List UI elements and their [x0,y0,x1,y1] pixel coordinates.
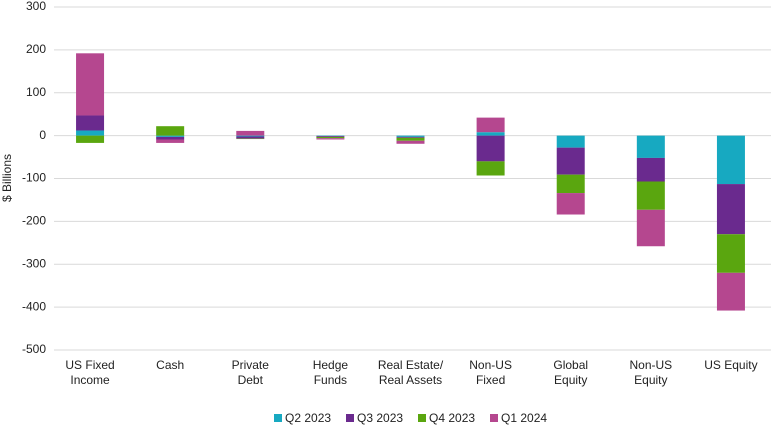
x-tick-label: Equity [554,373,587,387]
y-tick-label: -500 [22,342,46,356]
x-tick-label: US Fixed [65,358,114,372]
legend-swatch [418,414,426,422]
x-tick-label: Non-US [469,358,512,372]
x-tick-label: Non-US [629,358,672,372]
bar-segment [556,174,585,194]
y-tick-label: 300 [26,0,46,13]
y-tick-label: 200 [26,42,46,56]
bar-segment [396,135,425,137]
x-tick-label: Cash [156,358,184,372]
x-tick-label: Fixed [476,373,505,387]
x-tick-label: Private [232,358,270,372]
bar-segment [396,136,425,138]
bar-segment [316,138,345,140]
x-tick-label: US Equity [704,358,757,372]
x-tick-label: Funds [314,373,347,387]
y-tick-label: -400 [22,299,46,313]
bar-segment [556,135,585,148]
y-tick-label: -200 [22,214,46,228]
x-tick-label: Debt [238,373,264,387]
bar-segment [316,136,345,137]
bar-segment [556,193,585,215]
x-tick-label: Equity [634,373,667,387]
x-tick-label: Real Estate/ [378,358,444,372]
y-axis-label: $ Billions [0,154,14,202]
y-tick-label: -300 [22,256,46,270]
bar-segment [476,135,505,162]
y-tick-label: 0 [39,128,46,142]
bar-segment [716,135,745,185]
bar-segment [76,135,105,143]
bar-segment [156,136,185,140]
bar-segment [236,135,265,137]
bar-segment [716,184,745,235]
bar-segment [156,126,185,136]
x-tick-label: Real Assets [379,373,442,387]
x-tick-label: Income [70,373,110,387]
bar-segment [396,140,425,144]
legend-label: Q1 2024 [501,411,547,425]
legend-swatch [274,414,282,422]
bar-segment [76,53,105,116]
bar-segment [156,135,185,137]
bar-segment [76,130,105,136]
legend-label: Q3 2023 [357,411,403,425]
bar-segment [716,272,745,311]
bar-segment [396,137,425,141]
bar-segment [476,132,505,136]
bar-segment [476,161,505,176]
bar-segment [636,157,665,182]
bar-segment [236,130,265,136]
legend-label: Q4 2023 [429,411,475,425]
legend-label: Q2 2023 [285,411,331,425]
legend-swatch [490,414,498,422]
bar-segment [636,181,665,210]
x-tick-label: Hedge [313,358,349,372]
legend-swatch [346,414,354,422]
bar-segment [236,136,265,139]
bar-segment [636,135,665,158]
bar-segment [636,209,665,247]
bar-segment [476,117,505,133]
y-tick-label: 100 [26,85,46,99]
x-tick-label: Global [553,358,588,372]
bar-segment [556,147,585,175]
bar-segment [156,139,185,143]
bar-segment [716,234,745,273]
bar-segment [316,136,345,139]
bar-segment [76,115,105,131]
y-tick-label: -100 [22,171,46,185]
